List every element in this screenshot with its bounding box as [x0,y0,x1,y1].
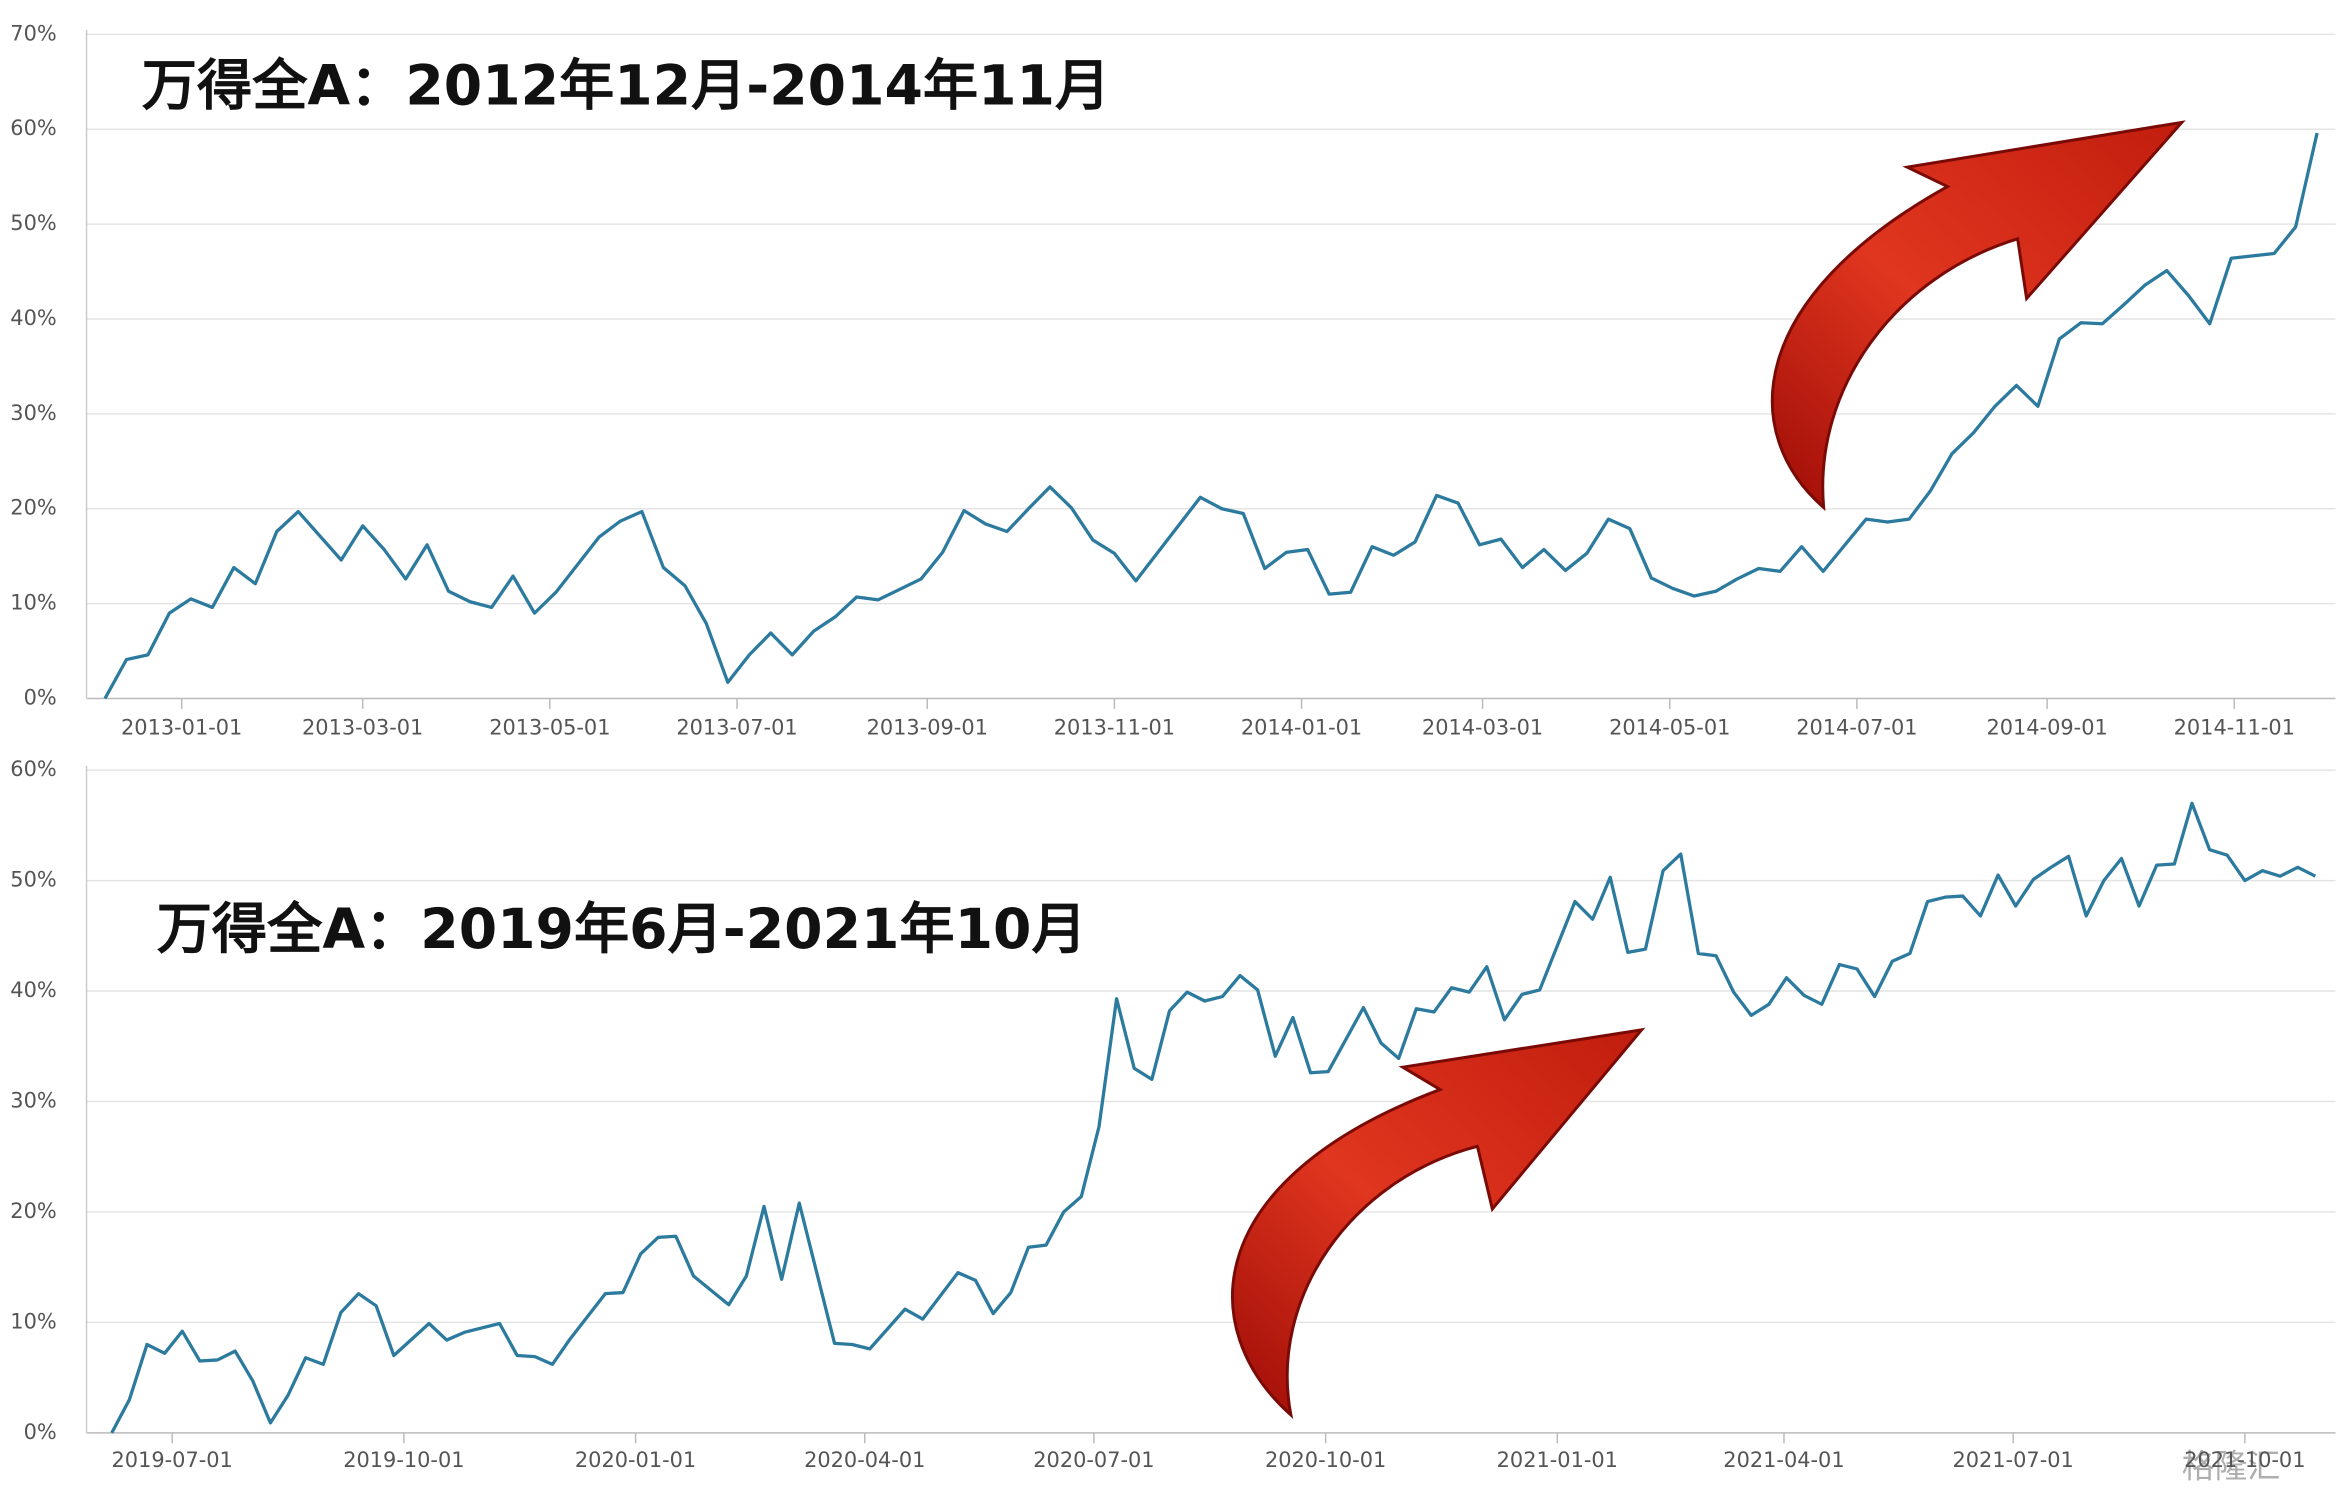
y-tick-label: 60% [10,757,56,781]
x-tick-label: 2013-11-01 [1054,715,1175,739]
y-tick-label: 30% [10,1088,56,1112]
x-tick-label: 2013-03-01 [302,715,423,739]
y-tick-label: 0% [24,1420,57,1444]
x-tick-label: 2019-10-01 [343,1448,464,1472]
x-tick-label: 2019-07-01 [112,1448,233,1472]
x-tick-label: 2013-09-01 [867,715,988,739]
y-tick-label: 40% [10,306,56,330]
x-tick-label: 2020-01-01 [575,1448,696,1472]
y-tick-label: 10% [10,1309,56,1333]
y-tick-label: 50% [10,868,56,892]
y-tick-label: 40% [10,978,56,1002]
y-tick-label: 20% [10,1199,56,1223]
y-tick-label: 20% [10,496,56,520]
x-tick-label: 2013-01-01 [121,715,242,739]
x-tick-label: 2020-04-01 [804,1448,925,1472]
x-tick-label: 2021-10-01 [2184,1448,2305,1472]
x-tick-label: 2014-05-01 [1609,715,1730,739]
x-tick-label: 2013-05-01 [489,715,610,739]
chart-title: 万得全A：2012年12月-2014年11月 [142,55,1110,119]
x-tick-label: 2014-01-01 [1241,715,1362,739]
y-tick-label: 50% [10,211,56,235]
x-tick-label: 2014-07-01 [1796,715,1917,739]
x-tick-label: 2013-07-01 [676,715,797,739]
line [103,132,2319,700]
y-tick-label: 70% [10,21,56,45]
y-tick-label: 10% [10,591,56,615]
x-tick-label: 2014-03-01 [1422,715,1543,739]
x-tick-label: 2014-09-01 [1986,715,2107,739]
arrow [1231,1027,1646,1419]
x-tick-label: 2021-04-01 [1723,1448,1844,1472]
y-tick-label: 0% [24,686,57,710]
line [110,801,2317,1434]
x-tick-label: 2014-11-01 [2174,715,2295,739]
x-tick-label: 2020-10-01 [1265,1448,1386,1472]
chart-title: 万得全A：2019年6月-2021年10月 [157,898,1087,962]
arrow [1770,120,2186,512]
arrows [1231,120,2186,1419]
x-tick-label: 2021-01-01 [1497,1448,1618,1472]
watermark: 格隆汇 [2182,1448,2280,1486]
y-tick-label: 60% [10,116,56,140]
x-tick-label: 2021-07-01 [1953,1448,2074,1472]
x-tick-label: 2020-07-01 [1033,1448,1154,1472]
y-tick-label: 30% [10,401,56,425]
